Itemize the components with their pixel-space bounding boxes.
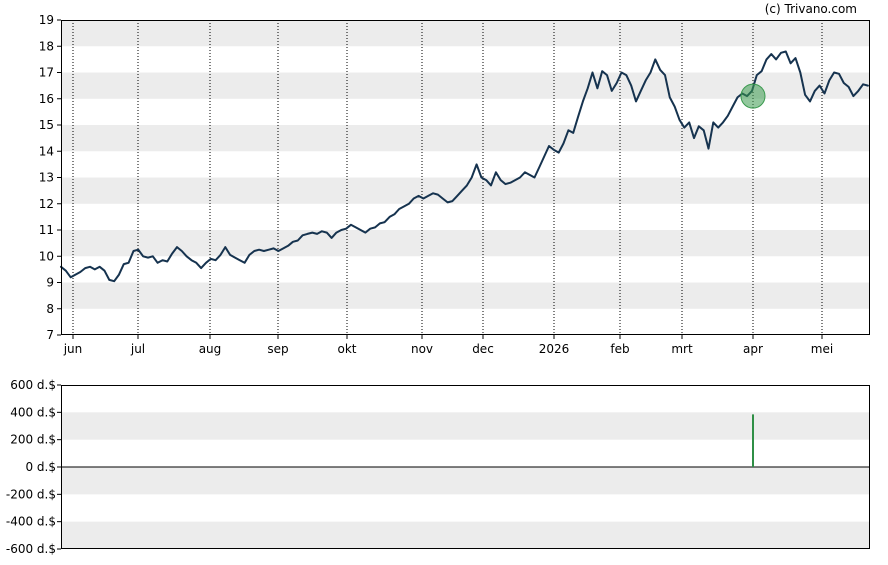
volume-band [61,521,870,549]
y-tick-label: 15 [39,118,54,132]
price-band [61,20,870,47]
x-tick-label: jun [63,342,83,356]
y-tick-label: 13 [39,171,54,185]
x-tick-label: aug [199,342,222,356]
x-tick-label: mei [811,342,833,356]
volume-y-tick-label: 400 d.$ [10,405,56,419]
price-line [60,50,869,283]
y-tick-label: 19 [39,13,54,27]
volume-y-tick-label: 600 d.$ [10,378,56,392]
price-band [61,230,870,257]
y-tick-label: 16 [39,92,54,106]
price-panel-frame [61,20,870,335]
y-tick-label: 12 [39,197,54,211]
volume-y-tick-label: -600 d.$ [6,542,56,556]
x-tick-label: jul [130,342,145,356]
x-tick-label: feb [610,342,629,356]
x-tick-label: okt [338,342,357,356]
x-tick-label: 2026 [539,342,570,356]
y-tick-label: 9 [46,276,54,290]
y-tick-label: 10 [39,249,54,263]
y-tick-label: 11 [39,223,54,237]
y-tick-label: 7 [46,328,54,342]
x-tick-label: sep [267,342,288,356]
volume-bars [752,414,754,467]
price-y-axis-ticks: 7 8 9 10 11 12 13 14 15 16 17 18 19 [39,13,61,342]
x-tick-label: nov [411,342,433,356]
x-tick-label: mrt [671,342,693,356]
volume-y-tick-label: 200 d.$ [10,433,56,447]
price-band [61,125,870,152]
volume-panel-frame [61,385,870,549]
transaction-marker [740,83,766,109]
brand-label: (c) Trivano.com [765,2,857,16]
y-tick-label: 17 [39,66,54,80]
volume-y-tick-label: -200 d.$ [6,487,56,501]
price-panel-background [61,20,870,335]
y-tick-label: 8 [46,302,54,316]
volume-y-tick-label: 0 d.$ [25,460,56,474]
volume-band [61,467,870,495]
price-band [61,72,870,99]
volume-band [61,412,870,440]
x-tick-label: apr [743,342,763,356]
y-tick-label: 18 [39,39,54,53]
price-x-axis-ticks: jun jul aug sep okt nov dec 2026 feb mrt apr mei [63,335,833,356]
x-tick-label: dec [472,342,494,356]
y-tick-label: 14 [39,144,54,158]
volume-y-axis-ticks: 600 d.$ 400 d.$ 200 d.$ 0 d.$ -200 d.$ -400 d… [6,378,61,556]
price-band [61,177,870,204]
price-band [61,282,870,309]
volume-y-tick-label: -400 d.$ [6,515,56,529]
volume-bar [752,414,754,467]
